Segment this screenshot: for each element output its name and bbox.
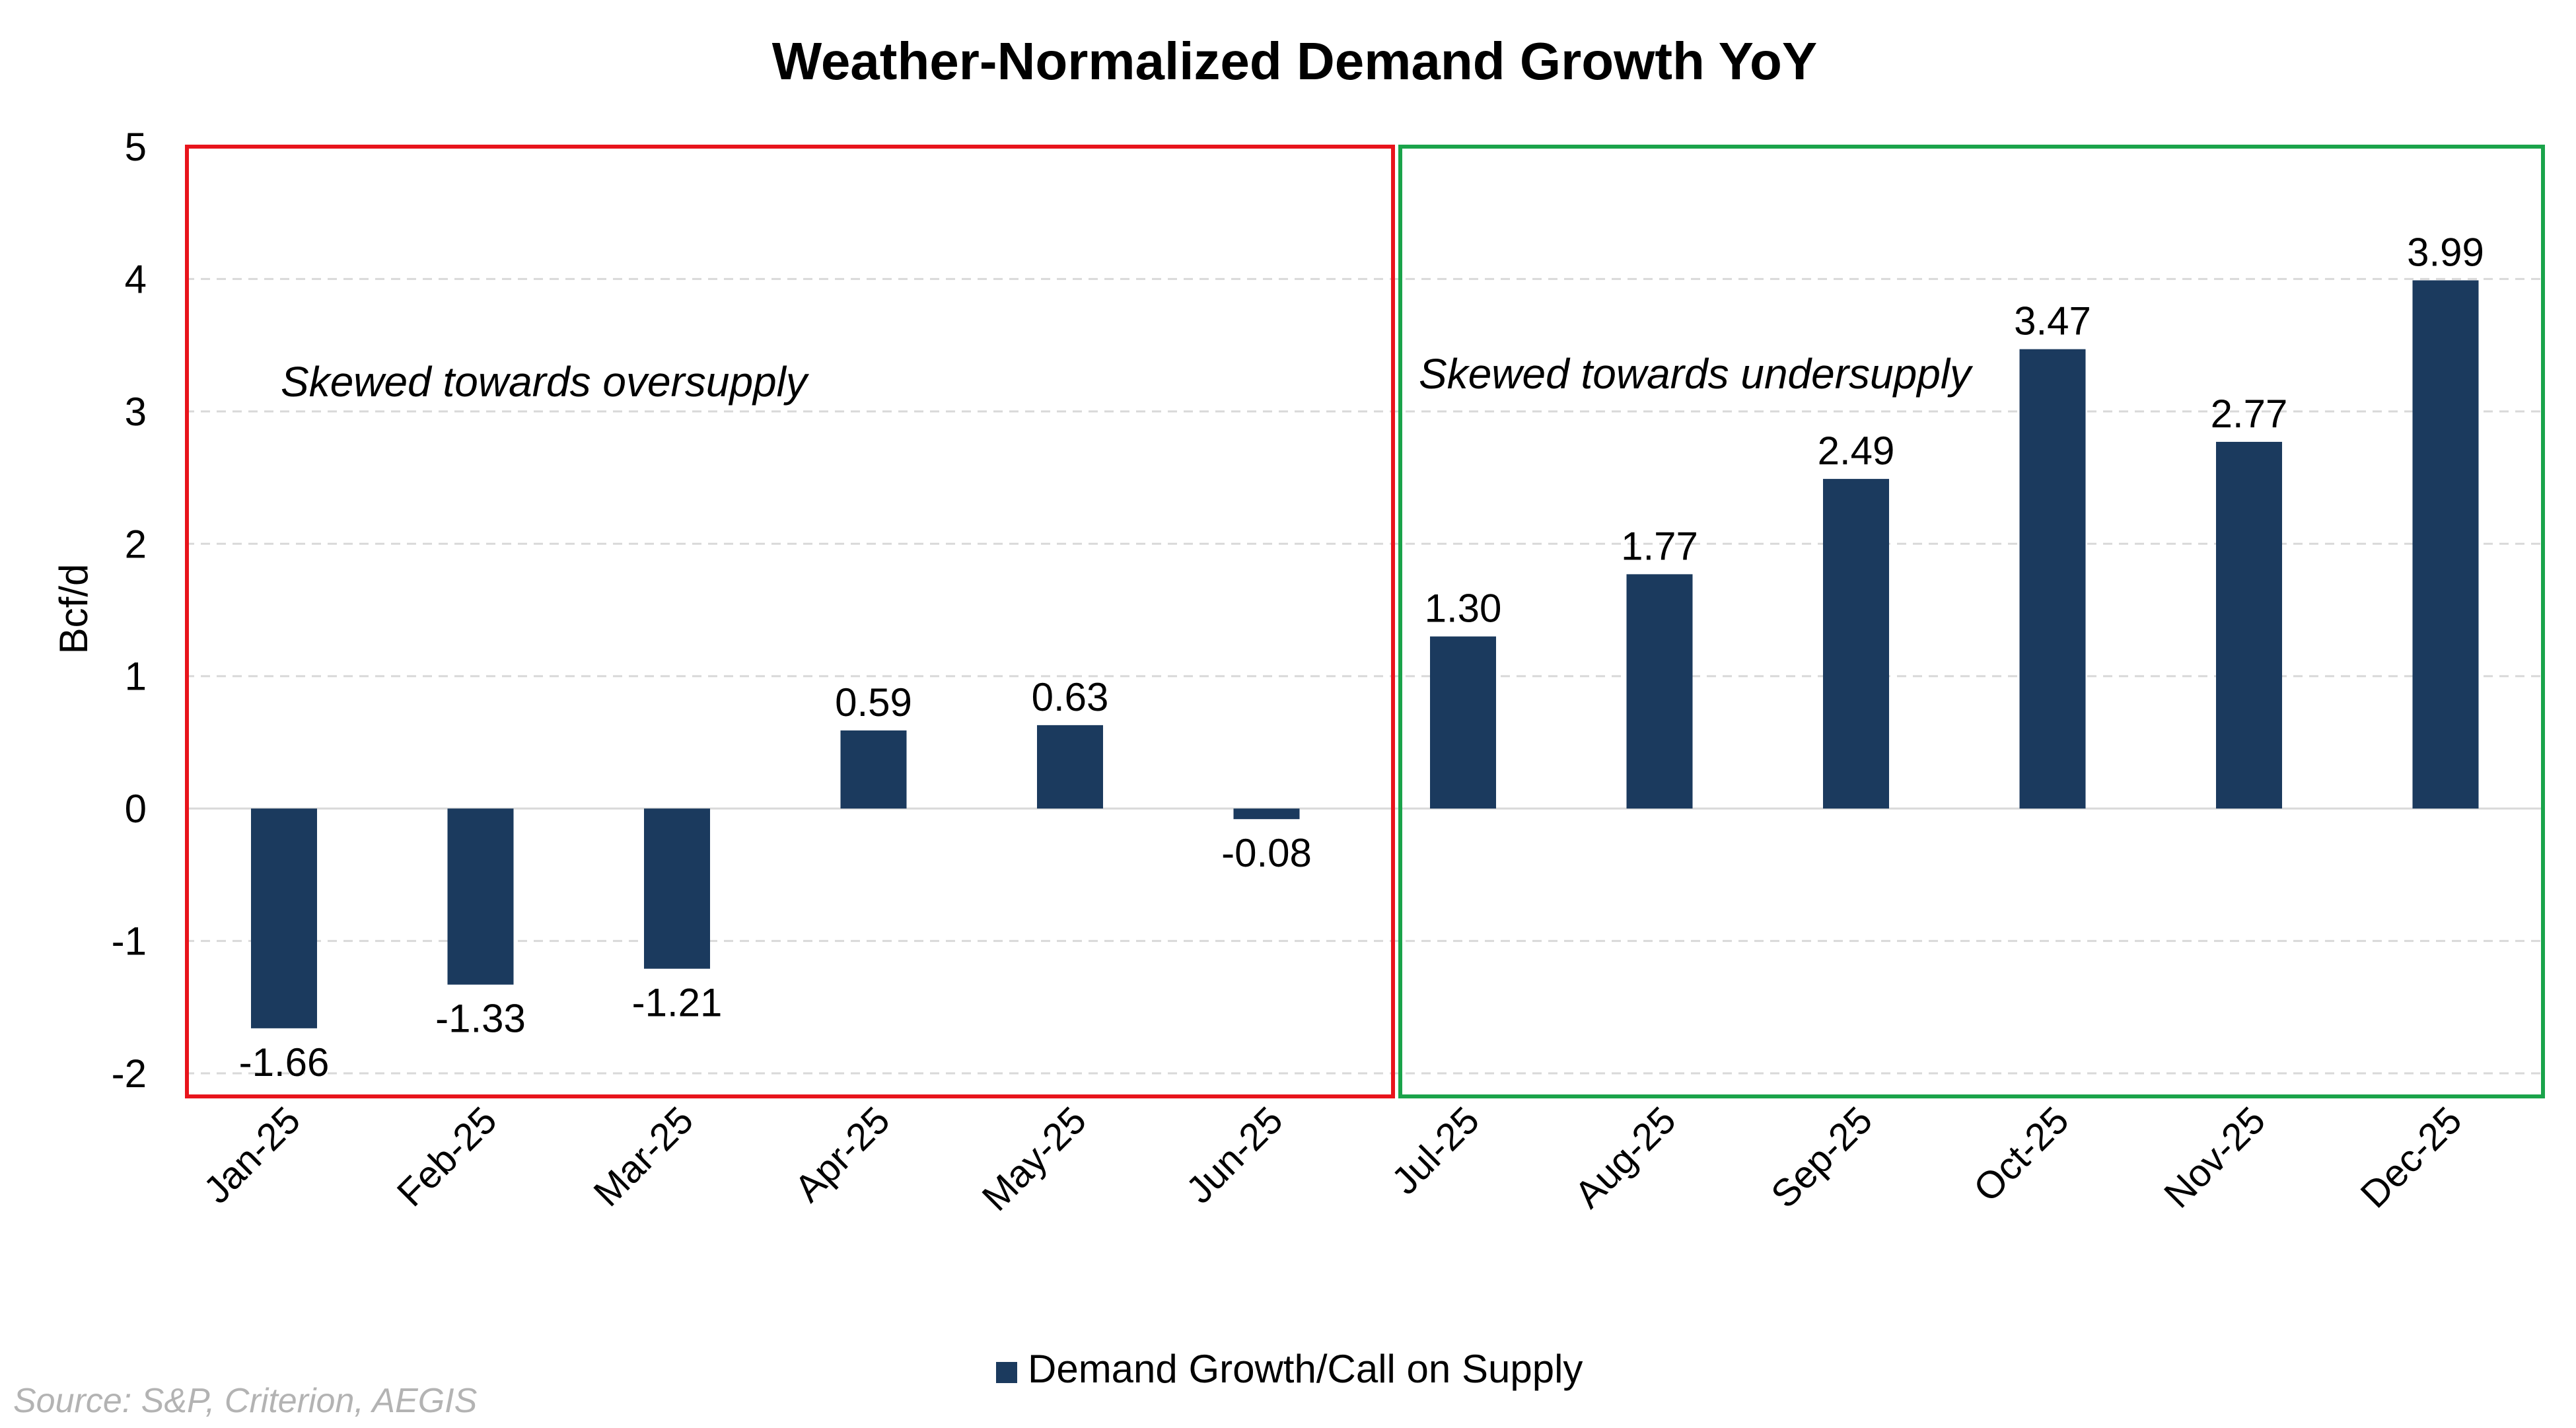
- data-label: 3.99: [2407, 230, 2484, 274]
- bar: [447, 808, 514, 985]
- bar: [2412, 280, 2479, 809]
- data-label: 2.77: [2211, 392, 2288, 436]
- bar: [1626, 574, 1693, 809]
- data-label: 0.63: [1032, 675, 1109, 719]
- x-tick-label: Mar-25: [585, 1098, 701, 1215]
- chart-title: Weather-Normalized Demand Growth YoY: [772, 32, 1818, 90]
- bar: [1233, 808, 1300, 820]
- bar: [644, 808, 710, 969]
- bar: [1037, 725, 1103, 809]
- oversupply-note: Skewed towards oversupply: [281, 358, 810, 406]
- x-tick-label: Apr-25: [787, 1098, 898, 1210]
- legend: Demand Growth/Call on Supply: [996, 1347, 1583, 1391]
- source-note: Source: S&P, Criterion, AEGIS: [13, 1382, 478, 1420]
- data-label: -1.66: [239, 1040, 330, 1085]
- x-tick-label: Jul-25: [1384, 1098, 1488, 1203]
- x-tick-label: Oct-25: [1966, 1098, 2077, 1210]
- x-tick-label: Sep-25: [1763, 1098, 1880, 1216]
- bar: [2216, 441, 2282, 809]
- x-axis-ticks: Jan-25 Feb-25 Mar-25 Apr-25 May-25 Jun-25 Jul-…: [196, 1098, 2470, 1219]
- y-tick-label: 1: [125, 655, 147, 699]
- annotation-boxes: Skewed towards oversupply Skewed towards …: [185, 145, 2545, 1098]
- bar: [2019, 349, 2086, 809]
- legend-label: Demand Growth/Call on Supply: [1028, 1347, 1583, 1391]
- data-label: 1.77: [1621, 524, 1698, 568]
- y-tick-label: 4: [125, 257, 147, 301]
- y-tick-label: 3: [125, 390, 147, 434]
- data-label: 2.49: [1818, 429, 1895, 473]
- x-tick-label: Nov-25: [2156, 1098, 2273, 1216]
- bar: [251, 808, 317, 1028]
- bar: [1430, 636, 1496, 809]
- data-label: 1.30: [1425, 587, 1502, 631]
- y-axis-label: Bcf/d: [52, 564, 96, 655]
- y-tick-label: 2: [125, 522, 147, 566]
- data-labels: -1.66 -1.33 -1.21 0.59 0.63 -0.08 1.30 1.77 2.49…: [239, 230, 2484, 1084]
- y-tick-label: -2: [112, 1052, 147, 1096]
- x-tick-label: Aug-25: [1566, 1098, 1684, 1216]
- x-tick-label: Jan-25: [196, 1098, 308, 1211]
- bars: [251, 280, 2479, 1028]
- data-label: 0.59: [835, 680, 912, 725]
- y-tick-label: 5: [125, 125, 147, 169]
- x-tick-label: May-25: [974, 1098, 1094, 1219]
- x-tick-label: Jun-25: [1178, 1098, 1291, 1211]
- legend-swatch: [996, 1362, 1017, 1383]
- data-label: 3.47: [2014, 299, 2091, 343]
- y-tick-label: -1: [112, 919, 147, 964]
- bar: [1823, 479, 1889, 809]
- gridlines: [185, 277, 2544, 1075]
- data-label: -1.33: [435, 997, 526, 1041]
- y-axis-ticks: -2 -1 0 1 2 3 4 5: [112, 125, 147, 1096]
- x-tick-label: Feb-25: [389, 1098, 505, 1215]
- undersupply-note: Skewed towards undersupply: [1419, 350, 1974, 398]
- data-label: -1.21: [632, 981, 723, 1025]
- data-label: -0.08: [1221, 831, 1312, 875]
- bar: [840, 730, 907, 809]
- y-tick-label: 0: [125, 787, 147, 831]
- x-tick-label: Dec-25: [2353, 1098, 2470, 1216]
- undersupply-box: [1398, 145, 2545, 1098]
- oversupply-box: [185, 145, 1395, 1098]
